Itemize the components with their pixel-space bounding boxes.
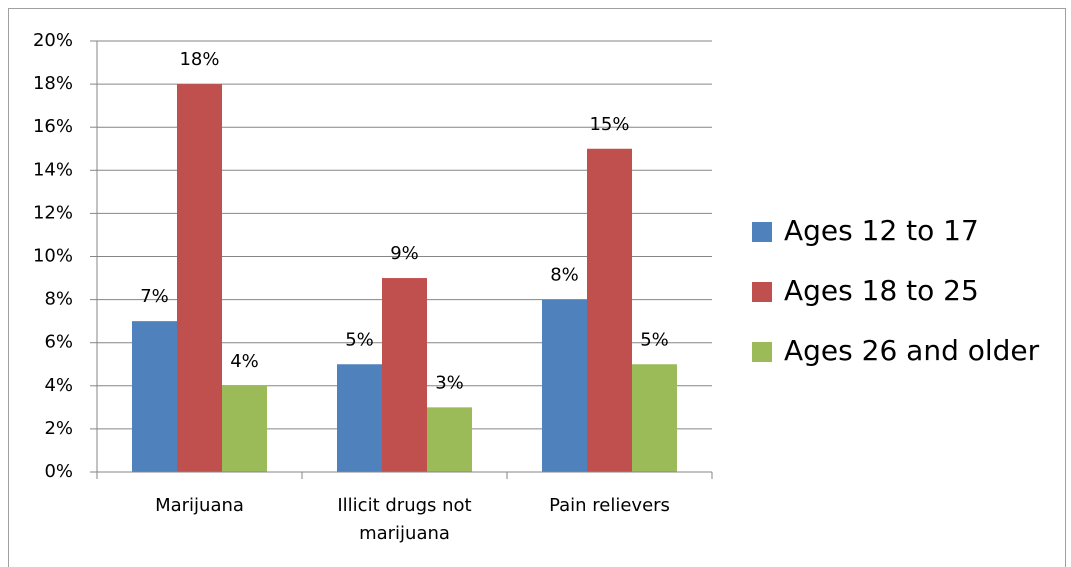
y-tick-label: 0% — [44, 461, 73, 482]
chart-border — [8, 8, 1066, 567]
y-tick-label: 10% — [33, 246, 73, 267]
legend-label: Ages 26 and older — [784, 334, 1040, 367]
y-tick-label: 8% — [44, 289, 73, 310]
y-tick-label: 6% — [44, 332, 73, 353]
legend-label: Ages 12 to 17 — [784, 214, 979, 247]
data-label: 5% — [640, 329, 669, 350]
legend-swatch — [752, 222, 772, 242]
y-tick-label: 14% — [33, 159, 73, 180]
y-tick-label: 16% — [33, 116, 73, 137]
legend-swatch — [752, 342, 772, 362]
x-tick-label: Pain relievers — [549, 495, 670, 516]
y-tick-label: 18% — [33, 73, 73, 94]
bar — [382, 278, 427, 472]
data-label: 15% — [589, 114, 629, 135]
x-tick-label: Marijuana — [155, 495, 244, 516]
bar — [222, 385, 267, 472]
legend-swatch — [752, 282, 772, 302]
data-label: 7% — [140, 286, 169, 307]
y-tick-label: 12% — [33, 202, 73, 223]
y-tick-label: 20% — [33, 30, 73, 51]
data-label: 18% — [179, 49, 219, 70]
data-label: 5% — [345, 329, 374, 350]
bar — [427, 407, 472, 472]
x-tick-label: Illicit drugs not marijuana — [337, 495, 472, 544]
data-label: 9% — [390, 243, 419, 264]
legend-label: Ages 18 to 25 — [784, 274, 979, 307]
bar — [132, 321, 177, 472]
y-tick-label: 4% — [44, 375, 73, 396]
bar — [177, 84, 222, 472]
y-tick-label: 2% — [44, 418, 73, 439]
bar — [587, 148, 632, 472]
data-label: 3% — [435, 372, 464, 393]
bar — [542, 299, 587, 472]
data-label: 4% — [230, 351, 259, 372]
data-label: 8% — [550, 265, 579, 286]
bar — [337, 364, 382, 472]
bar — [632, 364, 677, 472]
